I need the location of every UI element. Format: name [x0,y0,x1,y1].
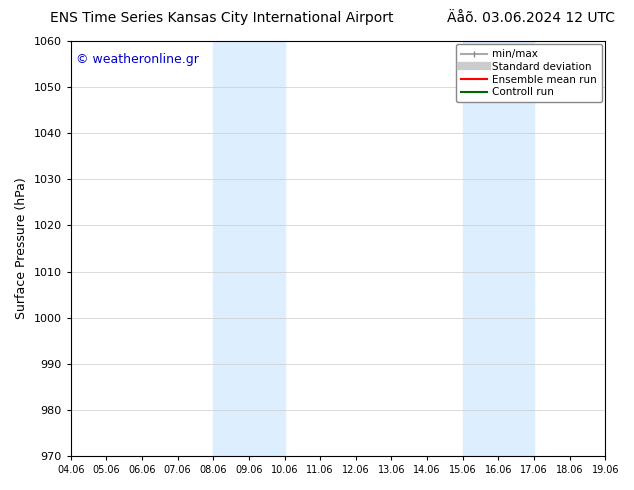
Bar [463,41,534,456]
Text: ENS Time Series Kansas City International Airport: ENS Time Series Kansas City Internationa… [50,11,394,25]
Text: © weatheronline.gr: © weatheronline.gr [76,53,199,67]
Legend: min/max, Standard deviation, Ensemble mean run, Controll run: min/max, Standard deviation, Ensemble me… [456,44,602,102]
Text: Äåõ. 03.06.2024 12 UTC: Äåõ. 03.06.2024 12 UTC [447,11,615,25]
Y-axis label: Surface Pressure (hPa): Surface Pressure (hPa) [15,178,28,319]
Bar [213,41,285,456]
